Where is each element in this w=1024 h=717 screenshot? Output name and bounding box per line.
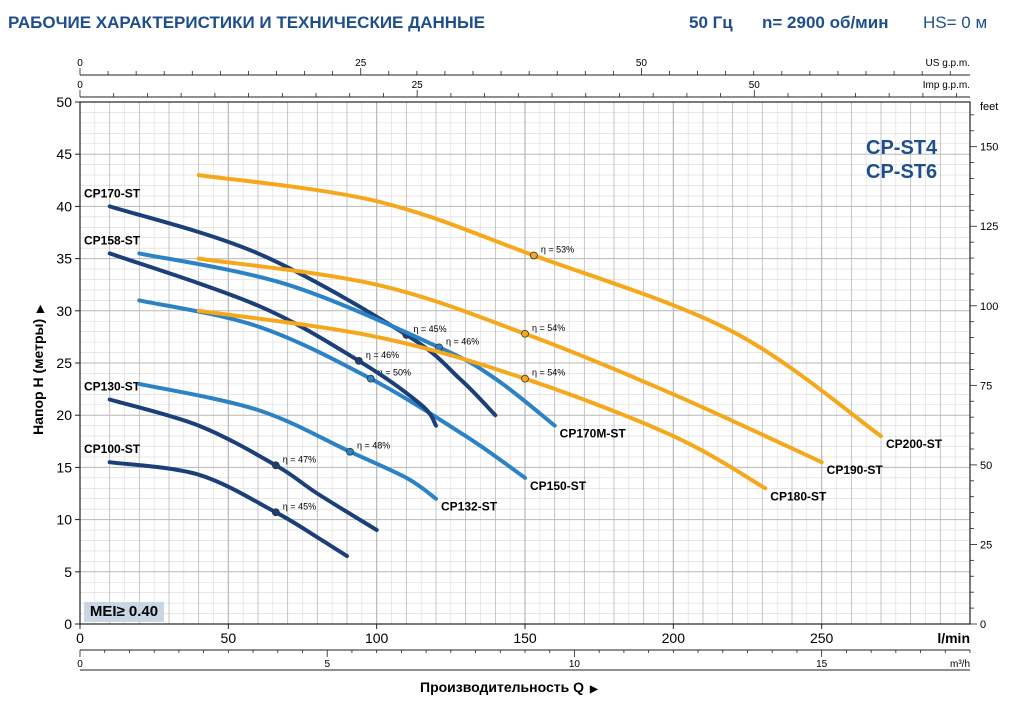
x-tick-label: 50: [221, 630, 237, 646]
m3h-unit-label: m³/h: [950, 659, 970, 670]
series-label: CP150-ST: [530, 479, 587, 493]
y-tick-label: 0: [64, 616, 72, 632]
curve-cp132-st: [137, 381, 438, 501]
series-label: CP100-ST: [84, 442, 141, 456]
efficiency-label: η = 46%: [366, 350, 399, 360]
y-tick-label: 40: [56, 198, 72, 214]
mei-badge: MEI≥ 0.40: [84, 602, 164, 622]
model-name-1: CP-ST4: [866, 137, 938, 159]
us-gpm-axis-tick-label: 50: [636, 58, 648, 69]
x-tick-label: 100: [365, 630, 389, 646]
model-name-2: CP-ST6: [866, 161, 938, 183]
curve-cp100-st: [107, 460, 349, 559]
series-label: CP132-ST: [441, 500, 498, 514]
feet-tick-label: 100: [980, 301, 998, 313]
page-title: РАБОЧИЕ ХАРАКТЕРИСТИКИ И ТЕХНИЧЕСКИЕ ДАН…: [8, 13, 486, 32]
feet-tick-label: 50: [980, 460, 992, 472]
us-gpm-axis-unit-label: US g.p.m.: [926, 58, 970, 69]
efficiency-label: η = 54%: [532, 323, 565, 333]
frequency-label: 50 Гц: [689, 13, 733, 32]
efficiency-label: η = 45%: [283, 501, 316, 511]
curve-cp170-st: [107, 204, 498, 418]
feet-tick-label: 75: [980, 380, 992, 392]
arrow-right-icon: ▶: [35, 305, 46, 313]
efficiency-label: η = 48%: [357, 441, 390, 451]
series-label: CP170M-ST: [560, 427, 627, 441]
efficiency-label: η = 45%: [413, 324, 446, 334]
x-tick-label: 0: [76, 630, 84, 646]
efficiency-point: [346, 447, 354, 456]
series-label: CP180-ST: [770, 489, 827, 503]
efficiency-point: [354, 357, 363, 365]
us-gpm-axis-tick-label: 25: [355, 58, 367, 69]
series-label: CP130-ST: [84, 380, 141, 394]
imp-gpm-axis-unit-label: Imp g.p.m.: [923, 80, 970, 91]
y-tick-label: 45: [56, 146, 72, 162]
efficiency-label: η = 54%: [532, 368, 565, 378]
imp-gpm-axis-tick-label: 50: [749, 80, 761, 91]
x-unit-label: l/min: [937, 630, 970, 646]
x-tick-label: 250: [810, 630, 834, 646]
series-label: CP170-ST: [84, 186, 141, 200]
y-tick-label: 50: [56, 94, 72, 110]
m3h-tick-label: 0: [77, 659, 83, 670]
series-label: CP158-ST: [84, 233, 141, 247]
m3h-tick-label: 15: [816, 659, 828, 670]
feet-unit-label: feet: [980, 101, 998, 113]
us-gpm-axis-tick-label: 0: [77, 58, 83, 69]
efficiency-label: η = 53%: [541, 244, 574, 254]
feet-tick-label: 150: [980, 142, 998, 154]
m3h-tick-label: 10: [569, 659, 581, 670]
x-axis-title: Производительность Q ▶: [420, 679, 598, 695]
efficiency-point: [521, 374, 529, 383]
y-tick-label: 25: [56, 355, 72, 371]
efficiency-point: [271, 508, 280, 517]
efficiency-label: η = 47%: [283, 454, 316, 464]
x-tick-label: 200: [662, 630, 686, 646]
feet-tick-label: 25: [980, 539, 992, 551]
y-tick-label: 20: [56, 407, 72, 423]
y-axis-title-text: Напор H (метры): [30, 318, 46, 435]
x-tick-label: 150: [513, 630, 537, 646]
feet-tick-label: 0: [980, 619, 986, 631]
y-tick-label: 5: [64, 564, 72, 580]
series-label: CP190-ST: [827, 463, 884, 477]
imp-gpm-axis-tick-label: 25: [412, 80, 424, 91]
m3h-tick-label: 5: [324, 659, 330, 670]
speed-label: n= 2900 об/мин: [762, 13, 889, 32]
efficiency-point: [366, 374, 375, 383]
imp-gpm-axis-tick-label: 0: [77, 80, 83, 91]
series-label: CP200-ST: [886, 437, 943, 451]
arrow-right-icon: ▶: [590, 684, 598, 695]
efficiency-label: η = 50%: [378, 368, 411, 378]
y-tick-label: 35: [56, 251, 72, 267]
y-tick-label: 10: [56, 512, 72, 528]
curve-cp158-st: [107, 251, 438, 428]
suction-height-label: HS= 0 м: [923, 13, 988, 32]
efficiency-point: [530, 251, 538, 260]
y-tick-label: 15: [56, 459, 72, 475]
efficiency-point: [271, 461, 280, 470]
y-tick-label: 30: [56, 303, 72, 319]
efficiency-point: [521, 329, 529, 338]
curve-cp170m-st: [137, 251, 557, 428]
x-axis-title-text: Производительность Q: [420, 679, 585, 695]
feet-tick-label: 125: [980, 221, 998, 233]
efficiency-label: η = 46%: [446, 336, 479, 346]
curve-cp180-st: [196, 308, 768, 491]
